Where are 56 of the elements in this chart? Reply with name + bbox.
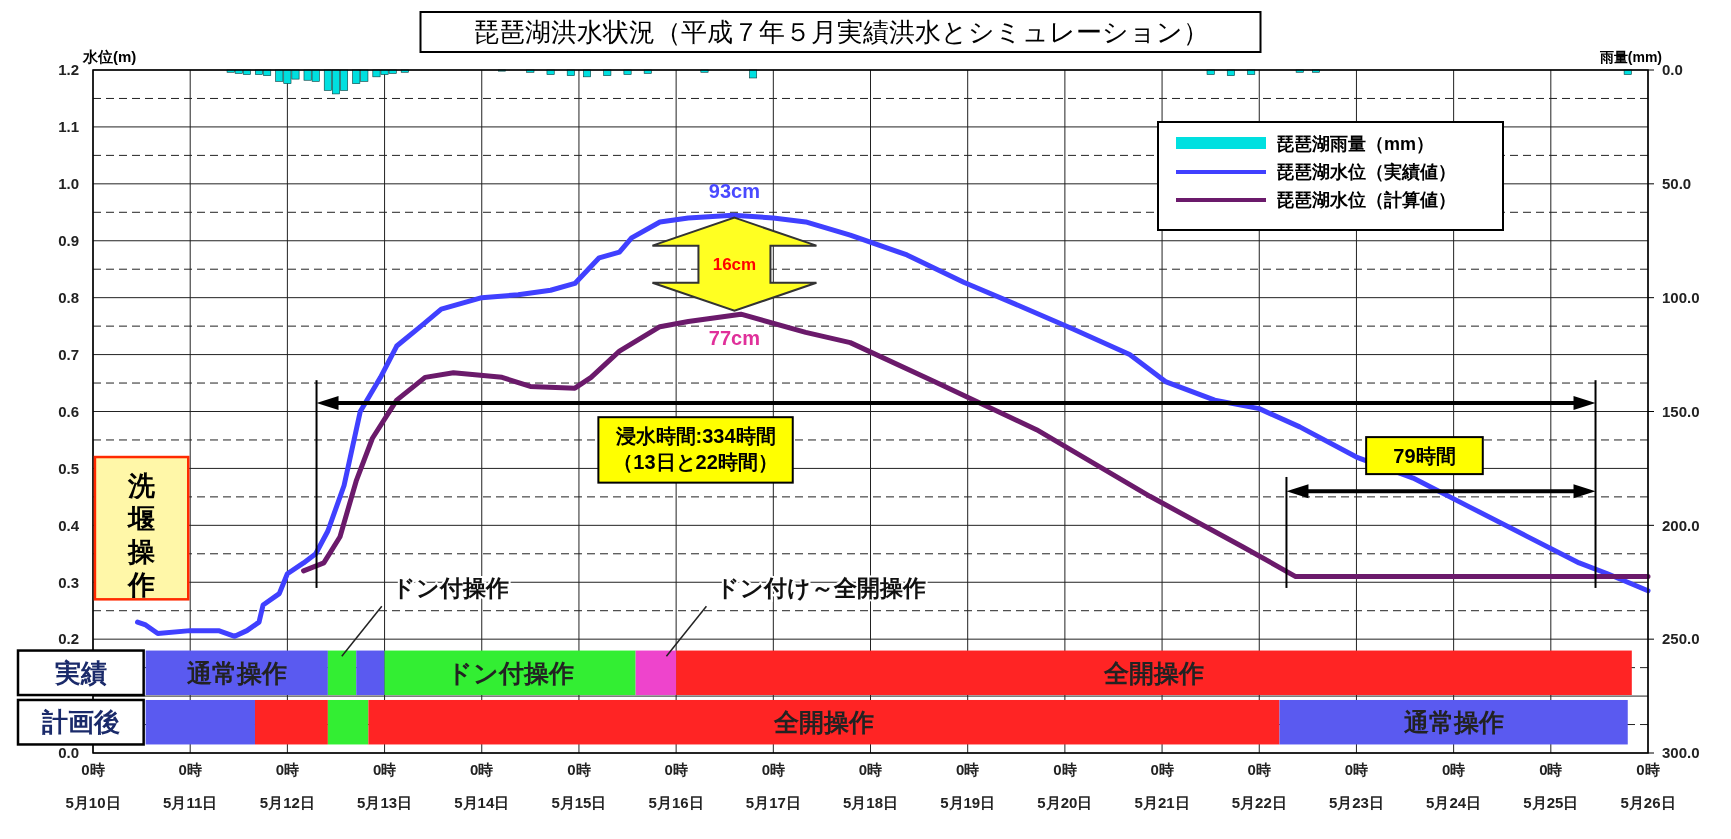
y2-axis-title: 雨量(mm) <box>1598 49 1662 65</box>
y-tick-label: 1.2 <box>58 61 79 79</box>
x-tick-label: 0時 5月26日 <box>1620 761 1676 811</box>
annotation: 79時間 <box>1393 444 1456 467</box>
x-tick-label: 0時 5月14日 <box>454 761 510 811</box>
chart-title: 琵琶湖洪水状況（平成７年５月実績洪水とシミュレーション） <box>472 17 1209 47</box>
x-tick-label: 0時 5月15日 <box>551 761 607 811</box>
legend-label: 琵琶湖雨量（mm） <box>1276 134 1435 155</box>
x-tick-label: 0時 5月24日 <box>1426 761 1482 811</box>
y2-tick-label: 200.0 <box>1662 516 1700 534</box>
band-label: 全開操作 <box>772 707 874 736</box>
x-tick-label: 0時 5月13日 <box>357 761 413 811</box>
x-tick-label: 0時 5月17日 <box>745 761 801 811</box>
x-tick-label: 0時 5月16日 <box>648 761 704 811</box>
band-label: ドン付操作 <box>446 658 574 687</box>
x-tick-label: 0時 5月21日 <box>1134 761 1190 811</box>
x-tick-label: 0時 5月22日 <box>1231 761 1287 811</box>
annotation: （13日と22時間） <box>613 450 778 473</box>
y2-tick-label: 250.0 <box>1662 630 1700 648</box>
annotation: 実績 <box>53 657 107 688</box>
y-axis-title: 水位(m) <box>82 48 137 65</box>
x-tick-label: 0時 5月10日 <box>65 761 121 811</box>
annotation: 77cm <box>708 326 761 349</box>
x-tick-label: 0時 5月18日 <box>842 761 899 811</box>
annotation: 浸水時間:334時間 <box>614 424 776 447</box>
y-tick-label: 1.1 <box>58 118 79 136</box>
y2-tick-label: 100.0 <box>1662 288 1700 306</box>
legend-label: 琵琶湖水位（実績値） <box>1276 162 1456 183</box>
y-tick-label: 0.4 <box>58 516 80 534</box>
x-tick-label: 0時 5月25日 <box>1523 761 1579 811</box>
legend-label: 琵琶湖水位（計算値） <box>1276 190 1456 211</box>
x-tick-label: 0時 5月11日 <box>163 761 218 811</box>
x-tick-label: 0時 5月19日 <box>940 761 996 811</box>
y-tick-label: 0.6 <box>58 402 79 420</box>
annotation: 16cm <box>712 255 757 275</box>
y-tick-label: 0.3 <box>58 573 79 591</box>
y2-tick-label: 150.0 <box>1662 402 1700 420</box>
x-tick-label: 0時 5月12日 <box>259 761 315 811</box>
annotation: 洗堰操作 <box>126 471 157 601</box>
band-label: 通常操作 <box>1403 707 1504 736</box>
y2-tick-label: 50.0 <box>1662 175 1692 193</box>
band-label: 通常操作 <box>186 658 287 687</box>
y-tick-label: 0.2 <box>58 630 79 648</box>
x-tick-label: 0時 5月20日 <box>1037 761 1093 811</box>
y-tick-label: 0.0 <box>58 744 79 762</box>
y-tick-label: 0.8 <box>58 288 79 306</box>
annotation: 93cm <box>708 179 761 202</box>
x-tick-label: 0時 5月23日 <box>1328 761 1384 811</box>
band-label: 全開操作 <box>1102 658 1204 687</box>
y-tick-label: 1.0 <box>58 175 79 193</box>
y-tick-label: 0.5 <box>58 459 79 477</box>
y-tick-label: 0.7 <box>58 345 79 363</box>
annotation: 計画後 <box>40 707 120 738</box>
y-tick-label: 0.9 <box>58 232 79 249</box>
y2-tick-label: 0.0 <box>1662 61 1683 79</box>
y2-tick-label: 300.0 <box>1662 744 1700 762</box>
